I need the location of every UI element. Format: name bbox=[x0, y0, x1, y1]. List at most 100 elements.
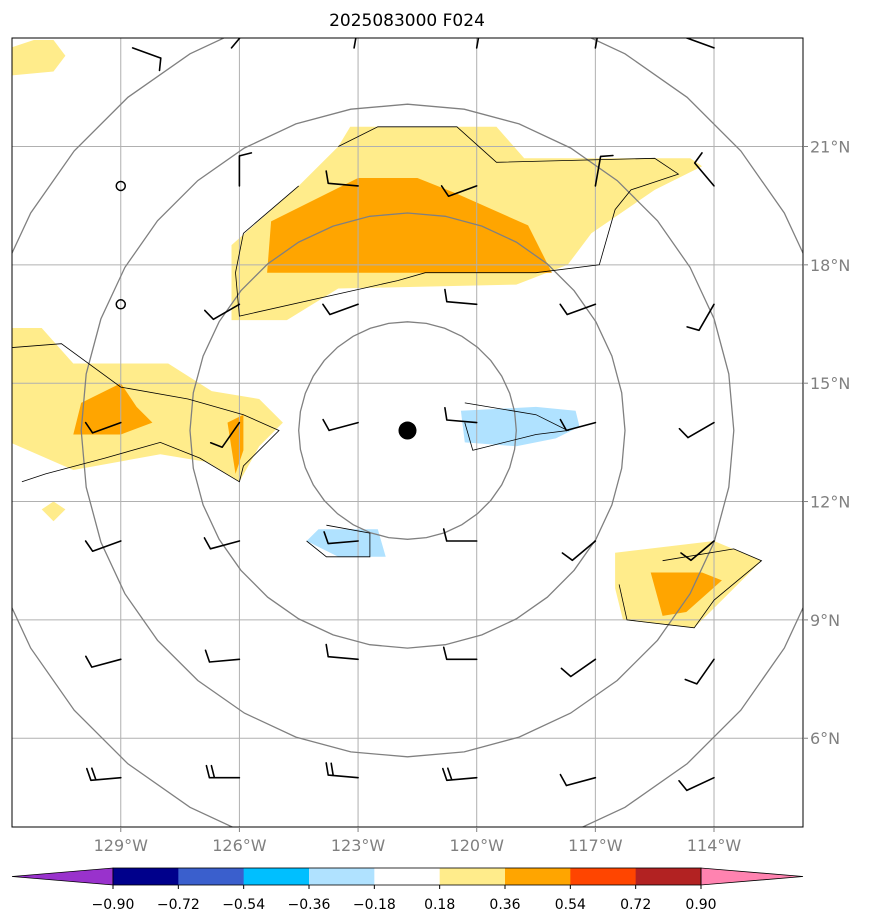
colorbar-extend-high bbox=[700, 867, 804, 886]
wind-barb-22 bbox=[84, 540, 122, 552]
colorbar: −0.90 −0.72 −0.54 −0.36 −0.18 0.18 0.36 0.54 0.7… bbox=[11, 867, 804, 913]
wind-barb-32 bbox=[560, 658, 597, 678]
colorbar-tick-label-4: −0.18 bbox=[353, 897, 396, 913]
wind-barb-shaft bbox=[475, 38, 480, 49]
x-tick-label-2: 123°W bbox=[331, 836, 386, 855]
wind-barb-21 bbox=[678, 421, 715, 439]
wind-barb-shaft bbox=[686, 303, 715, 332]
contour-line-3 bbox=[464, 402, 570, 451]
wind-barb-10 bbox=[693, 152, 715, 187]
wind-barb-37 bbox=[442, 767, 478, 782]
wind-barb-26 bbox=[561, 540, 597, 562]
wind-barb-30 bbox=[325, 643, 359, 661]
wind-barb-shaft bbox=[444, 288, 478, 306]
filled-region-6 bbox=[41, 501, 66, 522]
plot-area bbox=[12, 38, 803, 827]
wind-barb-12 bbox=[322, 303, 359, 316]
wind-barb-2 bbox=[353, 38, 357, 49]
wind-barb-shaft bbox=[323, 531, 359, 545]
contour-line-2 bbox=[618, 548, 763, 629]
y-axis-ticks: 6°N 9°N 12°N 15°N 18°N 21°N bbox=[803, 137, 850, 748]
wind-barb-shaft bbox=[325, 643, 359, 661]
wind-barb-38 bbox=[559, 773, 597, 787]
colorbar-frame bbox=[112, 867, 702, 886]
y-tick-label-0: 6°N bbox=[810, 729, 840, 748]
y-tick-label-1: 9°N bbox=[810, 611, 840, 630]
wind-barb-35 bbox=[205, 764, 241, 779]
wind-barb-shaft bbox=[594, 38, 598, 49]
wind-barb-13 bbox=[444, 288, 478, 306]
wind-barb-shaft bbox=[678, 776, 715, 792]
wind-barb-shaft bbox=[559, 773, 597, 787]
filled-region-9 bbox=[460, 406, 580, 447]
wind-barb-shaft bbox=[322, 303, 359, 316]
y-tick-label-2: 12°N bbox=[810, 493, 850, 512]
wind-barb-shaft bbox=[444, 407, 478, 424]
colorbar-segment-5 bbox=[439, 868, 506, 885]
wind-barb-shaft bbox=[442, 528, 478, 542]
range-ring-0 bbox=[298, 321, 517, 540]
wind-barb-7 bbox=[325, 170, 359, 187]
wind-barb-11 bbox=[204, 303, 241, 321]
wind-barb-34 bbox=[86, 767, 122, 782]
wind-barb-6 bbox=[238, 152, 253, 187]
wind-barb-shaft bbox=[684, 658, 715, 685]
wind-barb-1 bbox=[230, 38, 241, 49]
wind-barb-shaft bbox=[325, 170, 359, 187]
colorbar-segment-6 bbox=[505, 868, 571, 885]
wind-barb-shaft bbox=[560, 658, 597, 678]
x-tick-label-4: 117°W bbox=[568, 836, 623, 855]
colorbar-segment-3 bbox=[309, 868, 375, 885]
wind-barb-4 bbox=[594, 38, 598, 49]
wind-barb-shaft bbox=[322, 418, 359, 432]
wind-barb-9 bbox=[594, 154, 614, 187]
colorbar-segment-8 bbox=[635, 868, 702, 885]
wind-barb-33 bbox=[684, 658, 715, 685]
wind-barb-shaft bbox=[84, 540, 122, 552]
calm-wind-marker-1 bbox=[115, 180, 127, 192]
wind-barb-3 bbox=[475, 38, 480, 49]
filled-region-5 bbox=[12, 40, 66, 76]
wind-barb-25 bbox=[442, 528, 478, 542]
wind-barb-28 bbox=[85, 655, 122, 668]
x-tick-label-5: 114°W bbox=[687, 836, 742, 855]
y-tick-label-3: 15°N bbox=[810, 374, 850, 393]
colorbar-tick-label-1: −0.72 bbox=[157, 897, 200, 913]
filled-region-2 bbox=[12, 328, 283, 482]
calm-wind-marker-2 bbox=[115, 299, 127, 310]
wind-barb-18 bbox=[322, 418, 359, 432]
wind-barbs bbox=[84, 38, 715, 792]
x-axis-ticks: 129°W 126°W 123°W 120°W 117°W 114°W bbox=[94, 827, 742, 855]
filled-contours bbox=[12, 40, 762, 628]
contour-line-0 bbox=[235, 126, 680, 317]
wind-barb-shaft bbox=[209, 421, 241, 448]
wind-barb-shaft bbox=[230, 38, 241, 49]
wind-barb-31 bbox=[442, 646, 478, 661]
wind-barb-shaft bbox=[203, 537, 241, 550]
wind-barb-23 bbox=[203, 537, 241, 550]
colorbar-tick-label-9: 0.90 bbox=[685, 897, 716, 913]
wind-barb-shaft bbox=[84, 421, 122, 434]
wind-barb-8 bbox=[440, 185, 478, 197]
wind-barb-shaft bbox=[205, 764, 241, 779]
colorbar-tick-label-8: 0.72 bbox=[620, 897, 651, 913]
wind-barb-39 bbox=[678, 776, 715, 792]
wind-barb-shaft bbox=[131, 47, 162, 72]
colorbar-segment-4 bbox=[374, 868, 441, 885]
x-tick-label-3: 120°W bbox=[450, 836, 505, 855]
colorbar-tick-label-2: −0.54 bbox=[222, 897, 265, 913]
y-tick-label-5: 21°N bbox=[810, 137, 850, 156]
wind-barb-17 bbox=[209, 421, 241, 448]
contour-line-1 bbox=[12, 343, 280, 483]
colorbar-segment-2 bbox=[243, 868, 310, 885]
wind-barb-shaft bbox=[594, 154, 614, 187]
colorbar-segment-7 bbox=[570, 868, 637, 885]
range-ring-2 bbox=[80, 103, 735, 758]
wind-barb-15 bbox=[686, 303, 715, 332]
filled-region-8 bbox=[650, 572, 722, 616]
wind-barb-5 bbox=[685, 38, 715, 49]
wind-barb-shaft bbox=[353, 38, 357, 49]
wind-barb-20 bbox=[559, 418, 597, 432]
wind-barb-shaft bbox=[325, 762, 359, 779]
